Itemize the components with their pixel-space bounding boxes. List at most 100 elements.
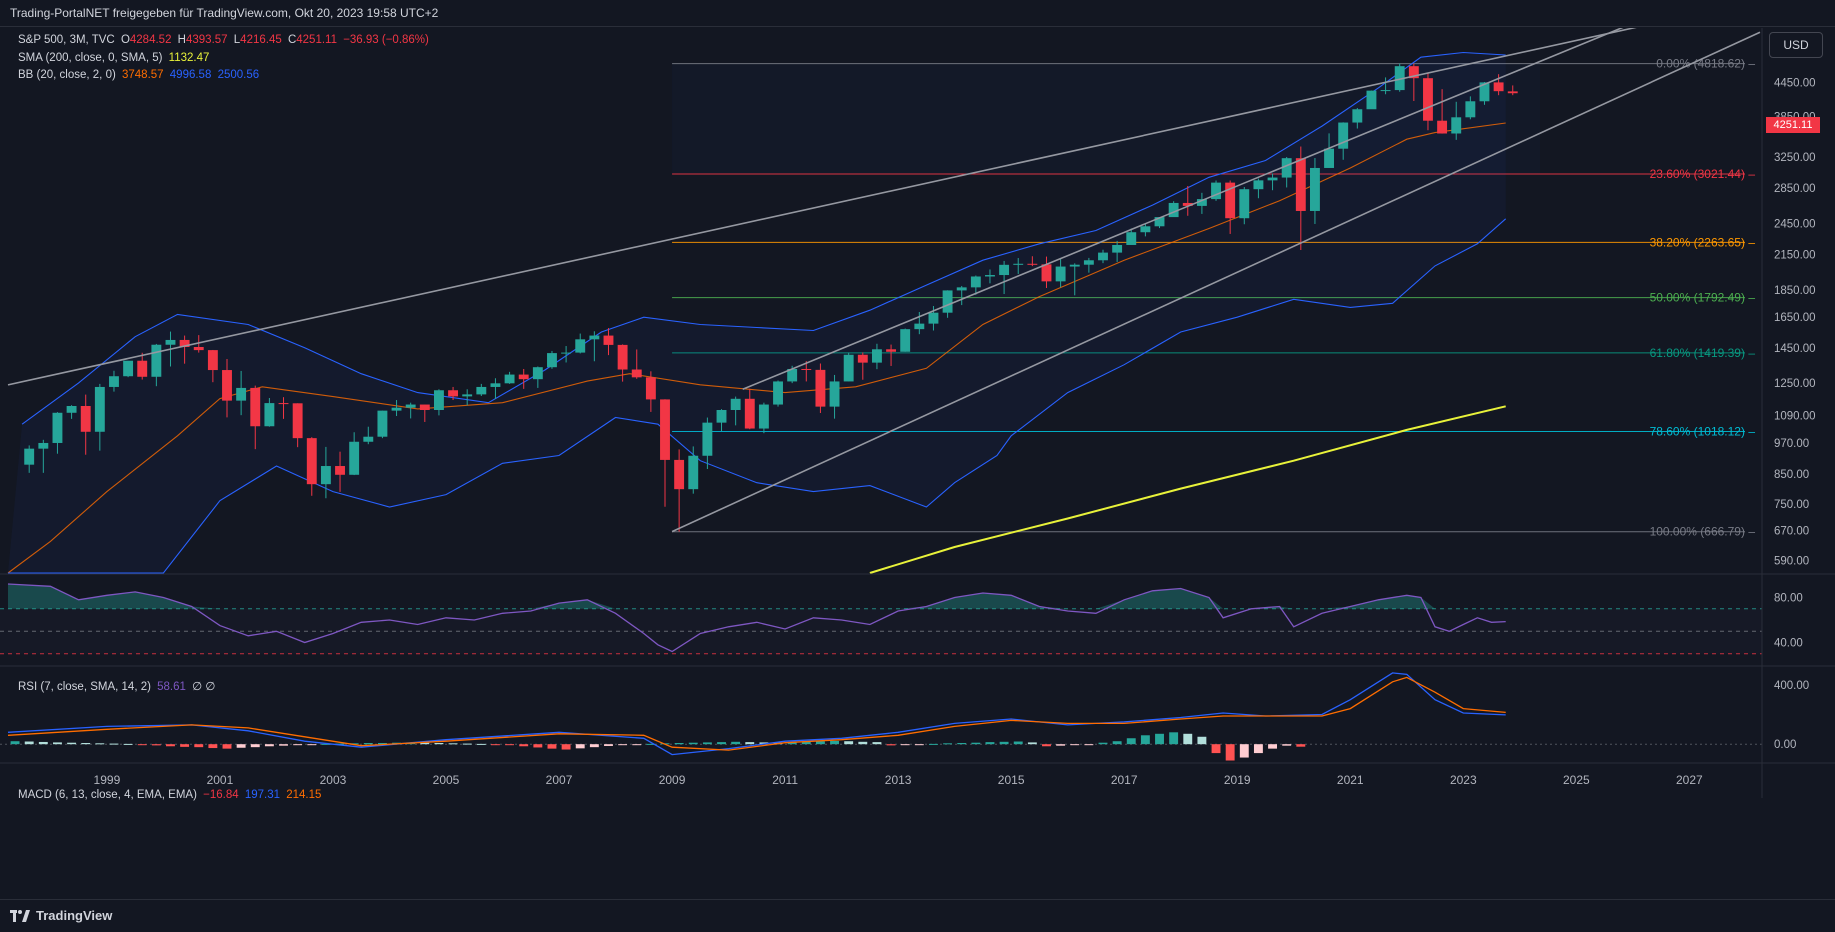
publisher-bar: Trading-PortalNET freigegeben für Tradin…: [0, 0, 1835, 27]
macd-pane[interactable]: [0, 672, 1762, 761]
candle: [645, 371, 656, 412]
macd-histogram-bar: [67, 742, 77, 745]
candle-body: [575, 339, 586, 353]
macd-histogram-bar: [491, 744, 500, 746]
tradingview-logo[interactable]: TradingView: [10, 908, 112, 923]
candle-body: [462, 394, 473, 397]
candle: [94, 383, 105, 451]
macd-histogram-bar: [10, 741, 20, 745]
candle-body: [80, 405, 91, 432]
fibonacci-retracement[interactable]: 0.00% (4818.62) – 23.60% (3021.44) – 38.20…: [672, 57, 1755, 539]
macd-histogram-bar: [307, 744, 317, 746]
time-tick-label: 2017: [1111, 773, 1138, 787]
candle-body: [1041, 264, 1052, 282]
sma-200-path: [869, 405, 1506, 574]
macd-histogram-bar: [547, 744, 557, 749]
candle-body: [1408, 66, 1419, 79]
candle: [758, 402, 769, 434]
macd-histogram-bar: [1169, 732, 1179, 745]
fib-level-label: 78.60% (1018.12) –: [1650, 425, 1756, 439]
macd-histogram-bar: [561, 744, 571, 750]
candle-body: [94, 386, 105, 432]
macd-histogram-bar: [264, 744, 274, 747]
candle-body: [123, 360, 134, 377]
candle: [532, 366, 543, 388]
candle-body: [1507, 91, 1518, 94]
macd-signal-line: [7, 676, 1506, 751]
candle: [1182, 185, 1193, 216]
macd-histogram-bar: [24, 741, 34, 745]
candle: [476, 383, 487, 396]
candle-body: [716, 409, 727, 423]
footer-brand: TradingView: [36, 908, 113, 923]
rsi-pane[interactable]: [0, 583, 1762, 655]
time-tick-label: 2011: [772, 773, 798, 787]
candle: [970, 275, 981, 295]
candle: [1423, 72, 1433, 131]
macd-histogram-bar: [505, 744, 515, 746]
fib-level-label: 0.00% (4818.62) –: [1656, 57, 1755, 71]
macd-tick-label: 0.00: [1774, 739, 1796, 751]
macd-histogram-bar: [1155, 733, 1164, 745]
macd-histogram-bar: [731, 741, 741, 745]
legend-macd-signal: 214.15: [286, 789, 322, 801]
candle-body: [335, 466, 345, 475]
candle-body: [985, 275, 995, 277]
macd-histogram-bar: [1253, 744, 1263, 754]
candle: [603, 328, 614, 356]
candle: [857, 352, 868, 380]
legend-rsi-value: 58.61: [157, 681, 186, 693]
candle-body: [631, 369, 642, 378]
candle-body: [702, 422, 713, 456]
macd-histogram-bar: [604, 744, 613, 746]
candle-body: [433, 390, 444, 410]
candle: [985, 269, 995, 284]
macd-tick-label: 400.00: [1774, 680, 1809, 692]
macd-histogram-bar: [1126, 738, 1136, 745]
currency-button[interactable]: USD: [1769, 32, 1823, 58]
time-tick-label: 2015: [998, 773, 1025, 787]
time-tick-label: 2013: [885, 773, 912, 787]
candle-body: [151, 344, 162, 377]
candle: [504, 371, 515, 384]
macd-histogram-bar: [929, 743, 938, 745]
candle: [1465, 96, 1476, 120]
candle: [1126, 228, 1137, 245]
publisher-line: Trading-PortalNET freigegeben für Tradin…: [10, 6, 439, 20]
candle: [264, 397, 275, 427]
fib-level-label: 23.60% (3021.44) –: [1650, 167, 1756, 181]
candle: [1211, 180, 1221, 201]
candle-body: [264, 403, 275, 427]
macd-histogram-bar: [957, 743, 967, 745]
candle-body: [843, 354, 854, 382]
candle: [179, 335, 190, 364]
trend-lines[interactable]: [7, 28, 1761, 533]
candle: [222, 359, 232, 418]
fib-level-label: 38.20% (2263.65) –: [1650, 235, 1756, 249]
candle-body: [688, 455, 699, 490]
macd-histogram-bar: [208, 744, 218, 749]
legend-macd-hist: −16.84: [203, 789, 239, 801]
macd-histogram-bar: [702, 742, 712, 745]
candle-body: [999, 264, 1010, 276]
candle: [391, 400, 402, 417]
candle: [575, 333, 586, 354]
price-tick-label: 1090.00: [1774, 410, 1816, 422]
legend-bb: BB (20, close, 2, 0) 3748.57 4996.58 250…: [18, 69, 262, 81]
macd-histogram-bar: [476, 743, 486, 745]
chart-canvas[interactable]: 0.00% (4818.62) – 23.60% (3021.44) – 38.20…: [0, 28, 1835, 898]
candle: [1112, 240, 1123, 262]
macd-histogram-bar: [38, 741, 48, 745]
candle-body: [787, 368, 798, 382]
candle-body: [236, 387, 247, 401]
macd-histogram-bar: [194, 744, 204, 748]
candle: [1352, 107, 1363, 129]
candle-body: [179, 339, 190, 348]
macd-histogram-bar: [1056, 744, 1066, 746]
candle-body: [1140, 226, 1151, 233]
fib-level-label: 100.00% (666.79) –: [1650, 525, 1756, 539]
candle-body: [1239, 189, 1250, 219]
candle-body: [1168, 202, 1179, 218]
candle-body: [38, 442, 49, 449]
candle: [900, 328, 911, 352]
